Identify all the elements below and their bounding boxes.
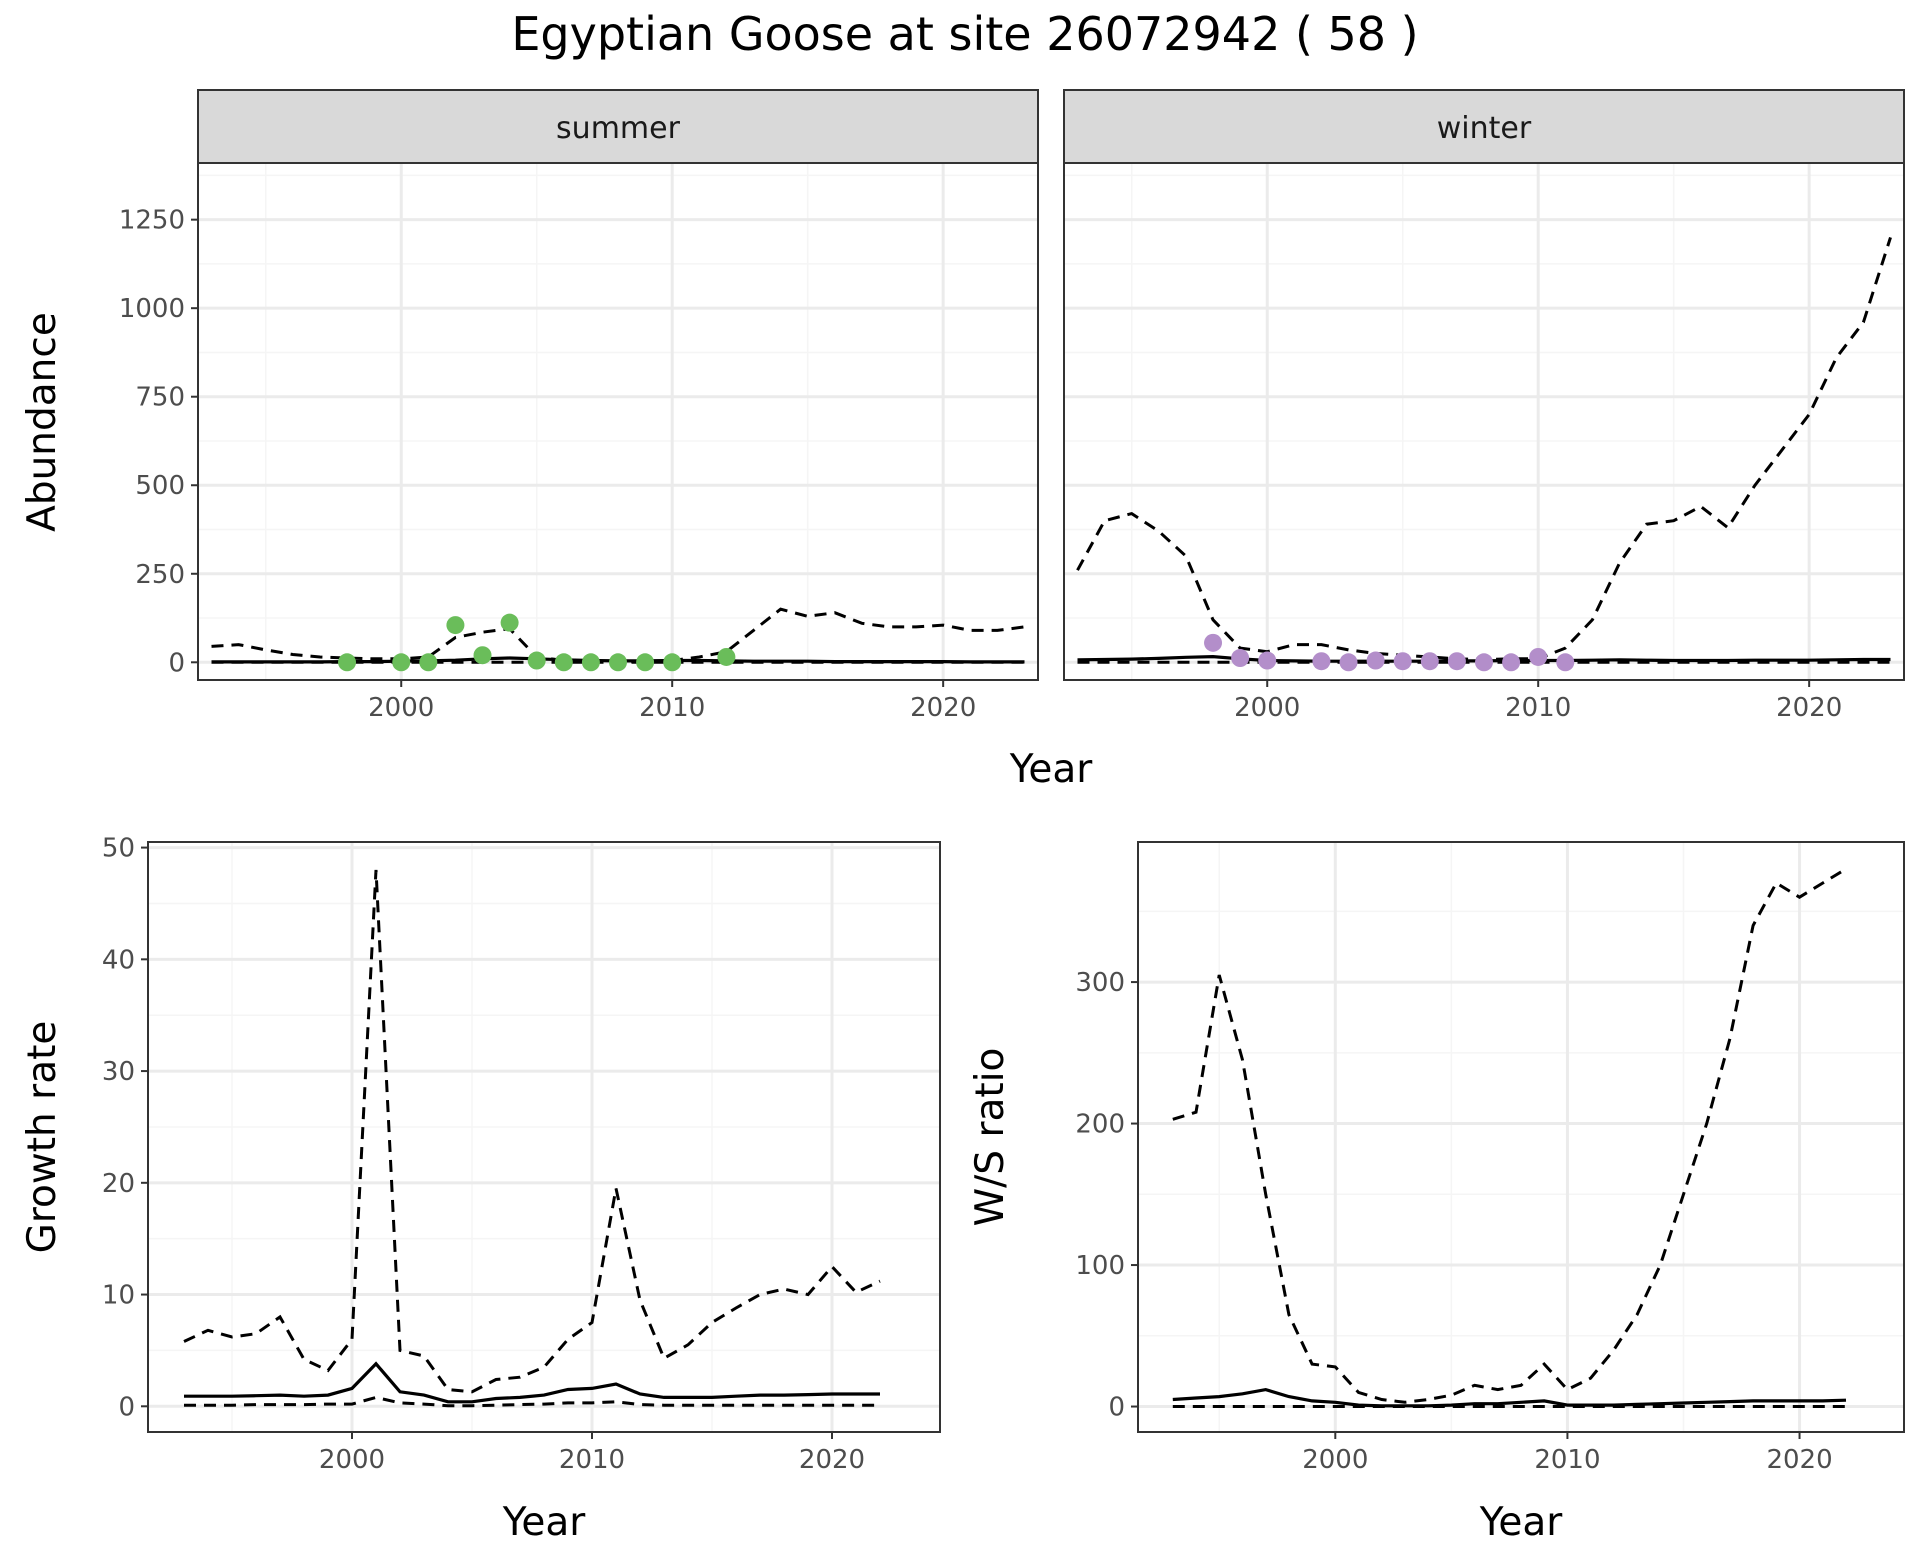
y-tick-label: 750 <box>135 383 185 413</box>
observed-point <box>581 653 600 672</box>
panel-border <box>1063 162 1905 681</box>
upper-bound-line <box>183 869 881 1394</box>
panel-border <box>147 841 941 1433</box>
series-lines <box>1172 867 1847 1408</box>
observed-point <box>1312 652 1331 671</box>
y-tick-label: 10 <box>102 1281 135 1311</box>
x-tick-label: 2020 <box>1776 693 1842 723</box>
x-tick-label: 2020 <box>799 1445 865 1475</box>
x-tick-label: 2000 <box>1302 1445 1368 1475</box>
observed-point <box>527 651 546 670</box>
series-lines <box>1076 236 1892 664</box>
y-tick-label: 200 <box>1075 1110 1125 1140</box>
y-tick-label: 1000 <box>119 294 185 324</box>
observed-point <box>609 653 627 672</box>
y-tick-label: 30 <box>102 1057 135 1087</box>
observed-point <box>419 653 438 672</box>
observed-point <box>636 653 655 672</box>
ws-ratio-y-axis-title: W/S ratio <box>968 1048 1013 1227</box>
observed-point <box>1366 651 1385 670</box>
ws-ratio-x-axis-title: Year <box>1479 1500 1564 1545</box>
panel-growth: 2000 2010 2020 0 10 20 30 40 50 <box>102 834 941 1475</box>
panel-ws-ratio: 2000 2010 2020 0 100 200 300 <box>1075 841 1905 1475</box>
estimate-line <box>184 1361 880 1404</box>
y-tick-label: 40 <box>102 945 135 975</box>
y-tick-label: 100 <box>1075 1251 1125 1281</box>
lower-bound-line <box>184 1395 880 1408</box>
y-tick-label: 500 <box>135 471 185 501</box>
estimate-line <box>1172 1387 1847 1408</box>
observed-point <box>1420 652 1439 671</box>
x-tick-label: 2020 <box>1766 1445 1832 1475</box>
y-tick-label: 300 <box>1075 968 1125 998</box>
facet-strip-winter <box>1063 89 1905 164</box>
x-tick-label: 2000 <box>368 693 434 723</box>
chart-title: Egyptian Goose at site 26072942 ( 58 ) <box>511 7 1418 61</box>
facet-label-summer: summer <box>556 111 681 146</box>
observed-point <box>500 613 519 632</box>
observed-point <box>663 653 682 672</box>
panel-border <box>197 162 1039 681</box>
y-tick-label: 20 <box>102 1169 135 1199</box>
x-tick-label: 2020 <box>910 693 976 723</box>
growth-x-axis-title: Year <box>502 1500 587 1545</box>
x-tick-label: 2010 <box>1505 693 1571 723</box>
y-tick-label: 0 <box>168 648 185 678</box>
panel-abundance-summer: 2000 2010 2020 0 250 500 750 1000 1250 <box>119 162 1039 723</box>
observed-point <box>392 653 411 672</box>
growth-y-axis-title: Growth rate <box>20 1021 65 1254</box>
observed-point <box>717 647 736 666</box>
observed-point <box>1475 653 1493 672</box>
y-tick-label: 0 <box>1108 1393 1125 1423</box>
abundance-x-axis-title: Year <box>1009 747 1094 792</box>
x-tick-label: 2010 <box>1534 1445 1600 1475</box>
observed-point <box>554 653 573 672</box>
x-tick-label: 2010 <box>639 693 705 723</box>
observed-point <box>338 653 357 672</box>
y-tick-label: 50 <box>102 834 135 864</box>
series-lines <box>183 869 881 1408</box>
panel-abundance-winter: 2000 2010 2020 <box>1063 162 1905 723</box>
facet-label-winter: winter <box>1437 111 1532 146</box>
upper-bound-line <box>1172 867 1847 1404</box>
observed-point <box>1447 652 1466 671</box>
y-tick-label: 1250 <box>119 206 185 236</box>
observed-point <box>1556 653 1575 672</box>
observed-point <box>1393 652 1412 671</box>
x-tick-label: 2000 <box>1234 693 1300 723</box>
observed-point <box>1502 653 1521 672</box>
y-tick-label: 250 <box>135 560 185 590</box>
observed-point <box>1529 647 1548 666</box>
observed-point <box>1258 651 1277 670</box>
observed-point <box>446 616 465 635</box>
observed-point <box>1339 653 1358 672</box>
upper-bound-line <box>1076 236 1892 662</box>
observed-point <box>473 646 492 665</box>
y-tick-label: 0 <box>118 1392 135 1422</box>
abundance-y-axis-title: Abundance <box>20 312 65 532</box>
facet-strip-summer <box>197 89 1039 164</box>
panel-border <box>1137 841 1905 1433</box>
observed-point <box>1231 649 1250 668</box>
x-tick-label: 2010 <box>559 1445 625 1475</box>
x-tick-label: 2000 <box>319 1445 385 1475</box>
observed-point <box>1204 633 1223 652</box>
